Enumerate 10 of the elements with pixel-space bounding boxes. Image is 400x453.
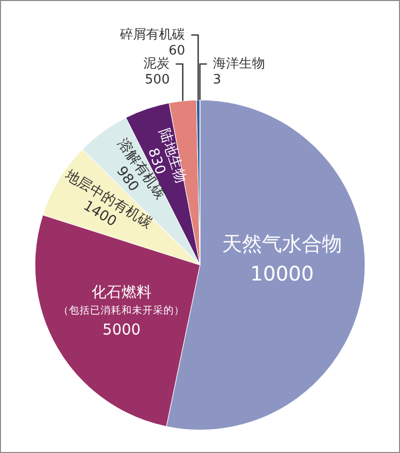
slice-label: 化石燃料（包括已消耗和未开采的） xyxy=(58,283,185,316)
data-label: 5000 xyxy=(102,320,141,339)
slice-label: 碎屑有机碳 xyxy=(119,28,186,42)
slice-label: 泥炭 xyxy=(144,56,170,72)
data-label: 60 xyxy=(168,44,186,58)
data-label: 3 xyxy=(212,72,222,88)
slice-label: 天然气水合物 xyxy=(222,231,342,256)
data-label: 500 xyxy=(144,72,170,88)
data-label: 10000 xyxy=(250,261,314,286)
slice-label: 海洋生物 xyxy=(212,56,265,72)
